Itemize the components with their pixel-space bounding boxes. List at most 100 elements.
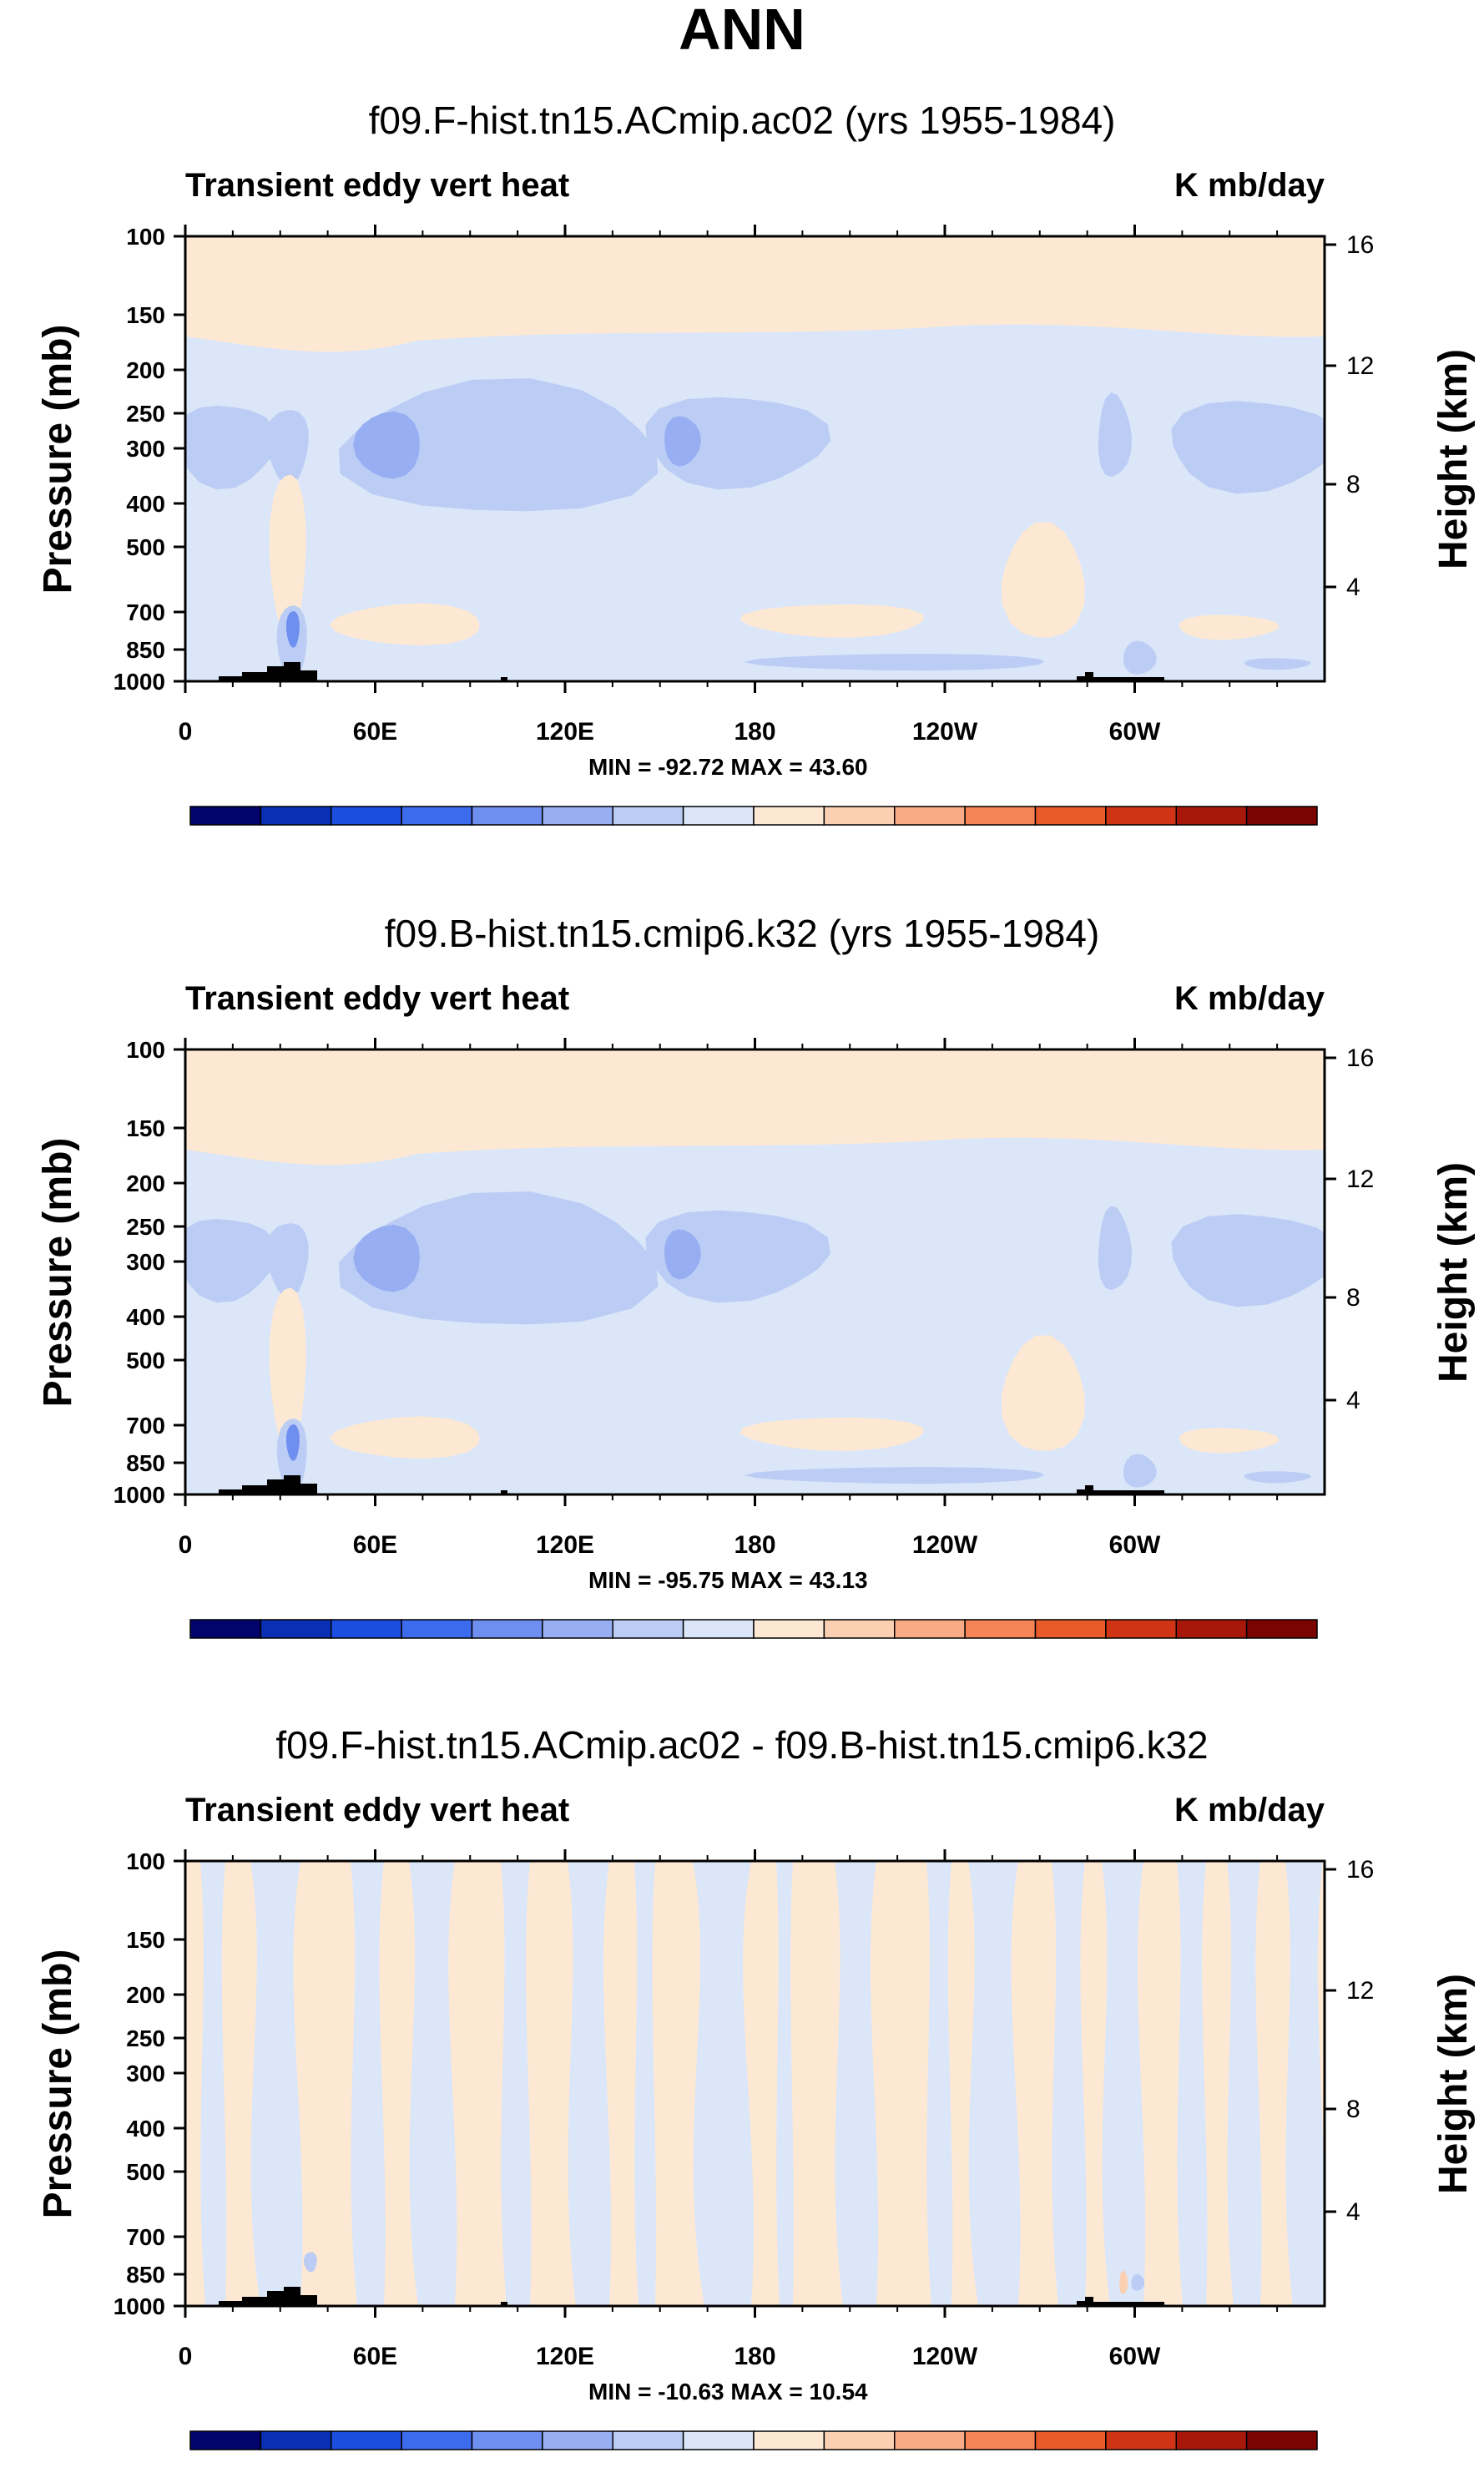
panel-2-field bbox=[185, 1049, 1325, 1494]
panel-2-variable-label: Transient eddy vert heat bbox=[185, 980, 570, 1017]
colorbar-swatch bbox=[753, 806, 825, 826]
colorbar-swatch bbox=[401, 1619, 473, 1639]
field-contour bbox=[409, 1861, 457, 2306]
field-contour bbox=[329, 603, 480, 646]
field-contour bbox=[1052, 1861, 1087, 2306]
y-tick-label: 250 bbox=[126, 401, 165, 427]
y-tick-label-right: 8 bbox=[1346, 2096, 1360, 2123]
y-tick-label: 250 bbox=[126, 2025, 165, 2051]
colorbar-swatch bbox=[542, 806, 613, 826]
field-contour bbox=[269, 1287, 306, 1454]
y-tick-label: 500 bbox=[126, 534, 165, 560]
y-tick-label: 400 bbox=[126, 491, 165, 517]
field-contour bbox=[338, 1191, 659, 1325]
colorbar-swatch bbox=[331, 1619, 402, 1639]
field-contour bbox=[269, 474, 306, 641]
field-contour bbox=[634, 1861, 657, 2306]
colorbar-swatch bbox=[964, 1619, 1037, 1639]
colorbar-swatch bbox=[471, 806, 543, 826]
colorbar-swatch bbox=[1175, 2430, 1248, 2450]
y-tick-label: 150 bbox=[126, 1115, 165, 1141]
y-tick-label: 200 bbox=[126, 1171, 165, 1196]
y-tick-label-right: 12 bbox=[1346, 1166, 1374, 1193]
colorbar-swatch bbox=[964, 806, 1037, 826]
field-contour bbox=[835, 1861, 879, 2306]
colorbar-swatch bbox=[260, 1619, 332, 1639]
colorbar-swatch bbox=[331, 2430, 402, 2450]
x-tick-label: 60E bbox=[353, 1531, 397, 1559]
field-contour bbox=[744, 654, 1045, 671]
field-contour bbox=[664, 416, 701, 467]
colorbar-swatch bbox=[260, 2430, 332, 2450]
colorbar-swatch bbox=[612, 806, 684, 826]
colorbar-swatch bbox=[964, 2430, 1037, 2450]
colorbar-swatch bbox=[823, 2430, 896, 2450]
field-contour bbox=[645, 1210, 831, 1303]
y-tick-label-right: 16 bbox=[1346, 1044, 1374, 1072]
field-contour bbox=[1244, 1471, 1311, 1484]
y-tick-label: 200 bbox=[126, 357, 165, 383]
panel-1-variable-label: Transient eddy vert heat bbox=[185, 167, 570, 204]
colorbar-swatch bbox=[894, 1619, 966, 1639]
y-tick-label-right: 16 bbox=[1346, 231, 1374, 259]
field-contour bbox=[1001, 522, 1085, 638]
y-tick-label: 300 bbox=[126, 436, 165, 462]
panel-3-units: K mb/day bbox=[1174, 1792, 1325, 1828]
colorbar-swatch bbox=[401, 2430, 473, 2450]
field-contour bbox=[185, 1219, 278, 1303]
y-tick-label: 700 bbox=[126, 1413, 165, 1439]
y-tick-label-right: 12 bbox=[1346, 1977, 1374, 2005]
y-tick-label: 100 bbox=[126, 224, 165, 250]
panel-2-min-max: MIN = -95.75 MAX = 43.13 bbox=[588, 1567, 868, 1593]
y-tick-label-right: 4 bbox=[1346, 574, 1360, 601]
colorbar-swatch bbox=[1175, 806, 1248, 826]
colorbar-swatch bbox=[1175, 1619, 1248, 1639]
x-tick-label: 120W bbox=[912, 718, 978, 746]
colorbar-swatch bbox=[682, 2430, 755, 2450]
figure-title: ANN bbox=[679, 0, 805, 62]
colorbar-swatch bbox=[682, 1619, 755, 1639]
x-tick-label: 180 bbox=[734, 1531, 775, 1559]
field-contour bbox=[1179, 1428, 1280, 1454]
y-tick-label: 850 bbox=[126, 637, 165, 663]
colorbar-swatch bbox=[612, 2430, 684, 2450]
colorbar-swatch bbox=[753, 2430, 825, 2450]
colorbar-swatch bbox=[471, 2430, 543, 2450]
panel-1-units: K mb/day bbox=[1174, 167, 1325, 204]
y-tick-label: 300 bbox=[126, 2061, 165, 2086]
x-tick-label: 60W bbox=[1109, 2343, 1161, 2370]
field-contour bbox=[353, 1224, 420, 1292]
x-tick-label: 0 bbox=[179, 718, 193, 746]
colorbar-swatch bbox=[1034, 1619, 1107, 1639]
panel-1-chart: 0 60E 120E 180 120W 60W 100 150 200 250 300 400 500 7… bbox=[114, 224, 1374, 826]
y-tick-label: 400 bbox=[126, 1304, 165, 1330]
field-contour bbox=[968, 1861, 1021, 2306]
y-tick-label: 700 bbox=[126, 2224, 165, 2250]
x-tick-label: 120W bbox=[912, 2343, 978, 2370]
topography-mask bbox=[219, 662, 1164, 681]
y-tick-label: 1000 bbox=[114, 1482, 165, 1508]
colorbar-swatch bbox=[471, 1619, 543, 1639]
field-contour bbox=[1123, 640, 1157, 675]
x-tick-label: 60W bbox=[1109, 1531, 1161, 1559]
colorbar-swatch bbox=[894, 806, 966, 826]
panel-3-min-max: MIN = -10.63 MAX = 10.54 bbox=[588, 2379, 868, 2405]
colorbar-swatch bbox=[682, 806, 755, 826]
x-tick-label: 180 bbox=[734, 718, 775, 746]
field-contour bbox=[250, 1861, 303, 2306]
y-tick-label-right: 4 bbox=[1346, 2198, 1360, 2226]
colorbar-swatch bbox=[1105, 1619, 1177, 1639]
colorbar-swatch bbox=[1245, 1619, 1318, 1639]
colorbar-swatch bbox=[189, 2430, 262, 2450]
panel-2-units: K mb/day bbox=[1174, 980, 1325, 1017]
field-contour bbox=[664, 1229, 701, 1280]
x-tick-label: 120E bbox=[536, 1531, 594, 1559]
field-contour bbox=[1001, 1335, 1085, 1451]
field-contour bbox=[1171, 1214, 1325, 1307]
field-contour bbox=[1098, 392, 1133, 478]
x-tick-label: 0 bbox=[179, 1531, 193, 1559]
y-tick-label: 100 bbox=[126, 1037, 165, 1063]
topography-mask bbox=[219, 1475, 1164, 1494]
y-tick-label: 150 bbox=[126, 1927, 165, 1953]
panel-3-title: f09.F-hist.tn15.ACmip.ac02 - f09.B-hist.… bbox=[275, 1723, 1209, 1767]
